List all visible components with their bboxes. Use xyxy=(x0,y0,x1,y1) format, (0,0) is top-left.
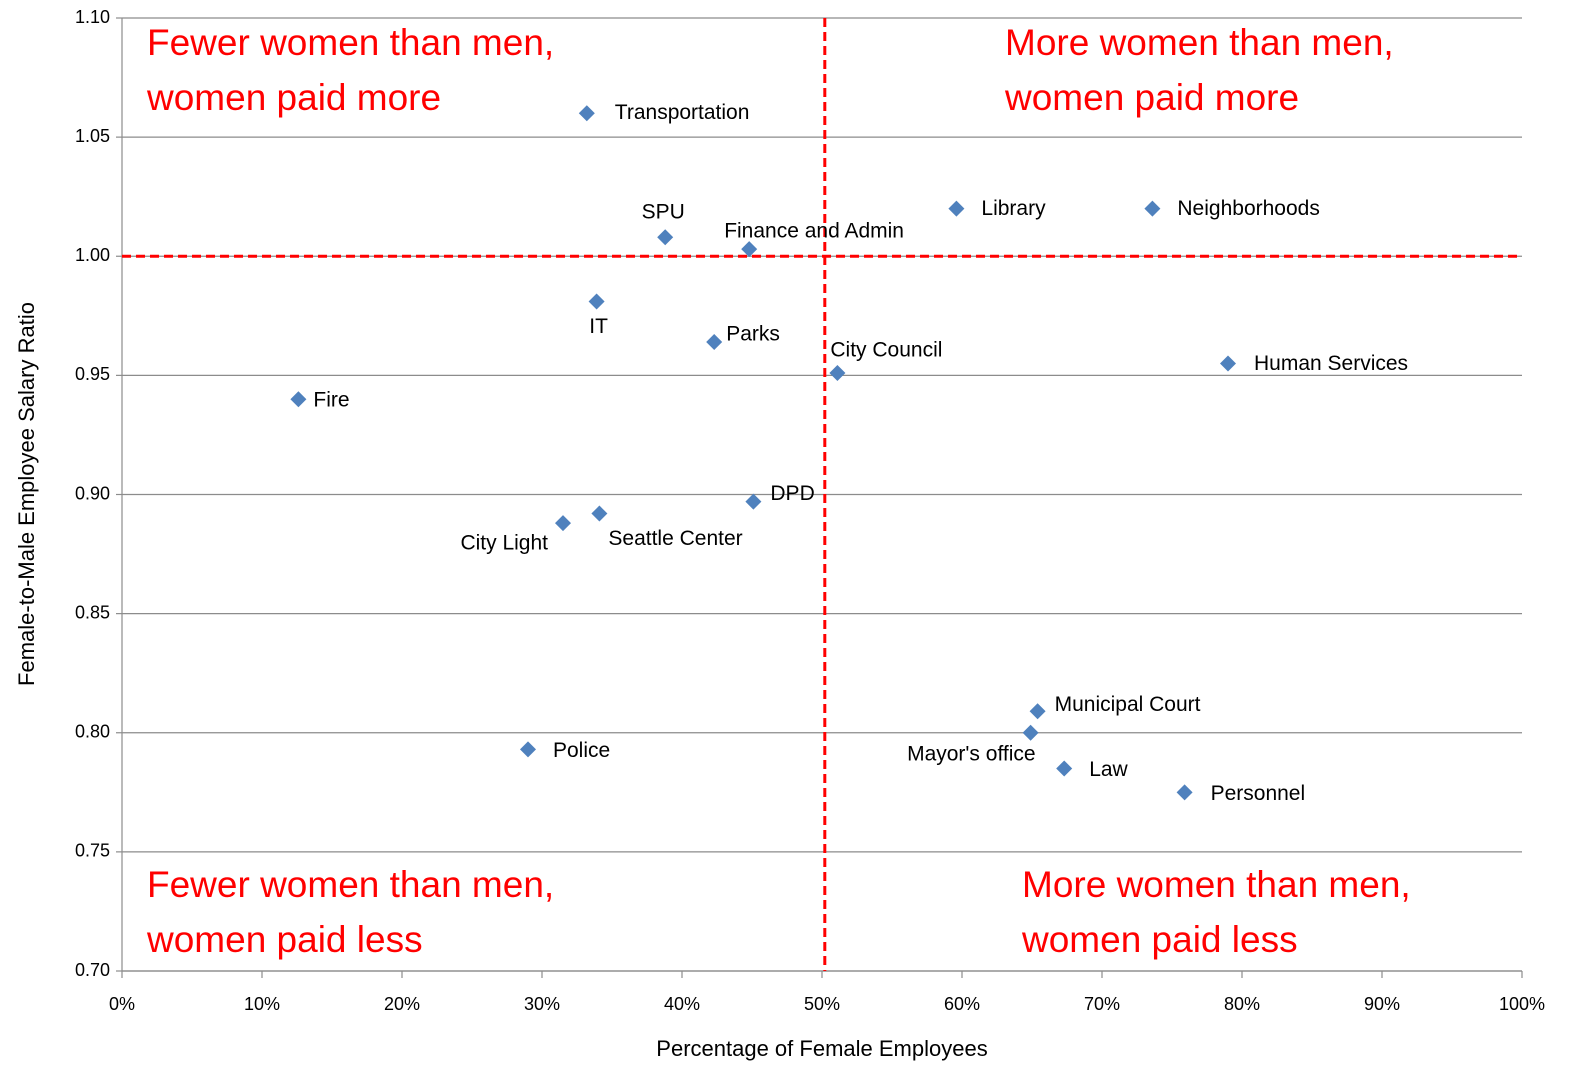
y-tick-label: 0.80 xyxy=(75,722,110,742)
point xyxy=(1176,784,1193,801)
point xyxy=(520,741,536,758)
point xyxy=(578,105,595,122)
y-tick-label: 0.95 xyxy=(75,364,110,384)
point-label: DPD xyxy=(770,482,814,505)
point-label: City Light xyxy=(460,532,548,555)
point xyxy=(1029,703,1046,720)
point-label: Human Services xyxy=(1254,352,1408,375)
point xyxy=(591,505,608,522)
x-tick-label: 10% xyxy=(244,994,280,1014)
point xyxy=(829,364,846,381)
point-label: Seattle Center xyxy=(608,527,742,550)
point xyxy=(657,229,674,246)
point-label: IT xyxy=(589,315,608,338)
point-label: SPU xyxy=(642,201,685,224)
y-axis-title: Female-to-Male Employee Salary Ratio xyxy=(14,302,39,686)
y-tick-label: 0.70 xyxy=(75,960,110,980)
quadrant-note: women paid more xyxy=(146,77,441,118)
point-label: Law xyxy=(1089,758,1128,781)
x-tick-label: 50% xyxy=(804,994,840,1014)
quadrant-note: women paid less xyxy=(1021,919,1298,960)
point xyxy=(948,200,965,217)
quadrant-note: More women than men, xyxy=(1022,864,1411,905)
x-tick-label: 70% xyxy=(1084,994,1120,1014)
point xyxy=(1144,200,1161,217)
point-label: Municipal Court xyxy=(1055,693,1201,716)
x-tick-label: 30% xyxy=(524,994,560,1014)
y-tick-label: 1.00 xyxy=(75,245,110,265)
x-tick-label: 0% xyxy=(109,994,135,1014)
point xyxy=(555,515,571,532)
y-tick-label: 0.85 xyxy=(75,602,110,622)
point-label: Neighborhoods xyxy=(1177,197,1319,220)
x-tick-label: 60% xyxy=(944,994,980,1014)
x-tick-label: 100% xyxy=(1499,994,1545,1014)
y-tick-label: 0.75 xyxy=(75,841,110,861)
point-label: Finance and Admin xyxy=(724,220,904,243)
quadrant-note: women paid less xyxy=(146,919,423,960)
point xyxy=(741,241,758,258)
point xyxy=(745,493,762,510)
quadrant-note: Fewer women than men, xyxy=(147,864,554,905)
point xyxy=(1056,760,1073,777)
y-tick-label: 0.90 xyxy=(75,483,110,503)
point-label: Parks xyxy=(726,323,780,346)
point xyxy=(1220,355,1236,372)
point-label: Library xyxy=(981,197,1046,220)
point xyxy=(588,293,605,310)
quadrant-note: Fewer women than men, xyxy=(147,22,554,63)
x-tick-label: 90% xyxy=(1364,994,1400,1014)
x-tick-label: 40% xyxy=(664,994,700,1014)
quadrant-note: women paid more xyxy=(1004,77,1299,118)
y-tick-label: 1.10 xyxy=(75,7,110,27)
point-label: City Council xyxy=(830,339,942,362)
x-tick-label: 20% xyxy=(384,994,420,1014)
y-tick-label: 1.05 xyxy=(75,126,110,146)
quadrant-note: More women than men, xyxy=(1005,22,1394,63)
point xyxy=(290,391,307,408)
x-axis-title: Percentage of Female Employees xyxy=(656,1036,987,1061)
point-label: Police xyxy=(553,739,610,762)
point-label: Personnel xyxy=(1211,782,1306,805)
point xyxy=(1022,724,1039,741)
x-tick-label: 80% xyxy=(1224,994,1260,1014)
point-label: Fire xyxy=(313,389,349,412)
point xyxy=(706,334,723,351)
point-label: Mayor's office xyxy=(907,742,1036,765)
point-label: Transportation xyxy=(615,101,750,124)
